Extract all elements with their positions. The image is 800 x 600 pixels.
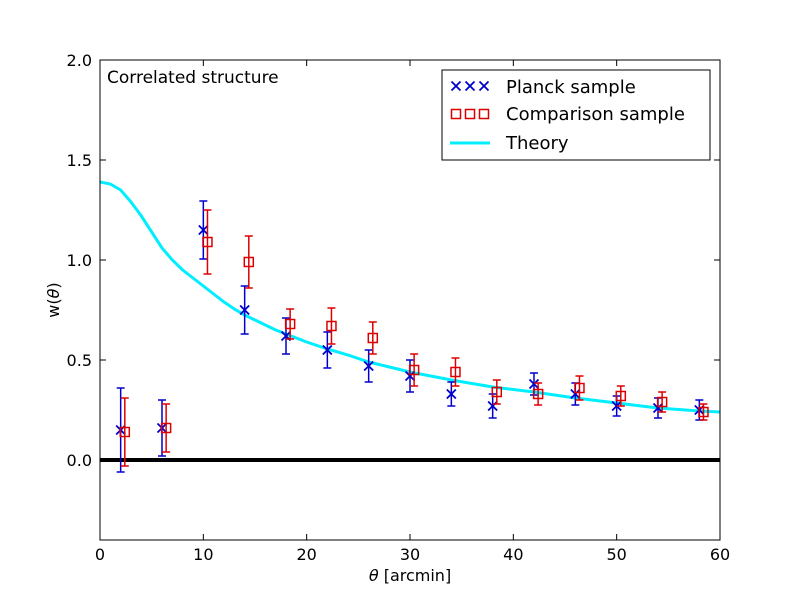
legend-label-planck: Planck sample: [506, 77, 636, 98]
planck-point-3: [239, 285, 250, 335]
planck-point-6: [363, 349, 374, 383]
y-tick-label: 0.0: [67, 451, 92, 470]
planck-marker: [487, 400, 498, 412]
legend-marker-comparison: [450, 108, 462, 120]
legend-marker-comparison: [464, 108, 476, 120]
x-tick-label: 30: [400, 545, 420, 564]
legend-box: [441, 69, 711, 161]
comparison-marker: [615, 390, 627, 402]
comparison-marker: [119, 426, 131, 438]
planck-point-8: [446, 381, 457, 407]
comparison-point-0: [119, 397, 131, 467]
y-tick-label: 2.0: [67, 51, 92, 70]
planck-marker: [239, 304, 250, 316]
legend-markers: [450, 80, 490, 145]
planck-marker: [322, 344, 333, 356]
y-tick-label: 0.5: [67, 351, 92, 370]
plot-annotation: Correlated structure: [107, 68, 279, 88]
x-tick-label: 60: [710, 545, 730, 564]
comparison-point-8: [450, 357, 461, 387]
comparison-point-13: [656, 391, 668, 413]
comparison-marker: [450, 366, 461, 378]
planck-point-5: [322, 331, 333, 369]
comparison-point-4: [284, 308, 296, 340]
x-tick-label: 50: [606, 545, 626, 564]
y-axis-prefix: w(: [44, 298, 63, 317]
comparison-marker: [698, 406, 709, 418]
x-tick-label: 20: [296, 545, 316, 564]
comparison-marker: [656, 396, 668, 408]
legend-label-theory: Theory: [505, 133, 569, 154]
planck-marker: [652, 402, 664, 414]
ticks-layer: 0 10 20 30 40 50 60 0.0 0.5 1.0 1.5 2.0: [67, 51, 731, 564]
comparison-point-9: [491, 379, 503, 405]
x-axis-label: θ [arcmin]: [369, 566, 451, 585]
comparison-point-1: [160, 403, 172, 453]
comparison-point-7: [408, 353, 420, 387]
planck-point-9: [487, 393, 498, 419]
comparison-marker: [243, 256, 255, 268]
y-axis-suffix: ): [44, 282, 63, 288]
comparison-point-14: [698, 403, 709, 421]
planck-marker: [198, 224, 209, 236]
comparison-point-10: [532, 382, 544, 406]
comparison-point-11: [574, 375, 585, 401]
comparison-marker: [574, 382, 585, 394]
x-tick-label: 40: [503, 545, 523, 564]
x-axis-unit: [arcmin]: [379, 566, 452, 585]
comparison-marker: [284, 318, 296, 330]
comparison-marker: [532, 388, 544, 400]
planck-marker: [528, 378, 540, 390]
comparison-point-3: [243, 235, 255, 289]
x-axis-symbol: θ: [369, 566, 379, 585]
theory-curve: [100, 180, 720, 414]
legend-marker-planck: [450, 80, 462, 92]
legend-marker-planck: [464, 80, 476, 92]
comparison-marker: [160, 422, 172, 434]
planck-marker: [570, 388, 581, 400]
comparison-marker: [491, 386, 503, 398]
legend-marker-planck: [478, 80, 490, 92]
comparison-marker: [367, 332, 379, 344]
legend-label-comparison: Comparison sample: [506, 104, 685, 125]
x-tick-label: 0: [95, 545, 105, 564]
comparison-point-5: [326, 307, 337, 345]
planck-marker: [363, 360, 374, 372]
y-tick-label: 1.0: [67, 251, 92, 270]
series-layer: [100, 180, 720, 473]
comparison-marker: [326, 320, 337, 332]
comparison-marker: [408, 364, 420, 376]
y-tick-label: 1.5: [67, 151, 92, 170]
comparison-marker: [202, 236, 213, 248]
legend-marker-comparison: [478, 108, 490, 120]
x-tick-label: 10: [193, 545, 213, 564]
y-axis-symbol: θ: [44, 288, 63, 298]
planck-marker: [404, 370, 416, 382]
planck-marker: [446, 388, 457, 400]
planck-point-2: [198, 200, 209, 260]
comparison-point-12: [615, 385, 627, 407]
comparison-point-2: [202, 209, 213, 275]
y-axis-label: w(θ): [44, 282, 63, 317]
legend: Planck sample Comparison sample Theory: [441, 69, 711, 161]
comparison-point-6: [367, 321, 379, 355]
planck-marker: [611, 400, 622, 412]
